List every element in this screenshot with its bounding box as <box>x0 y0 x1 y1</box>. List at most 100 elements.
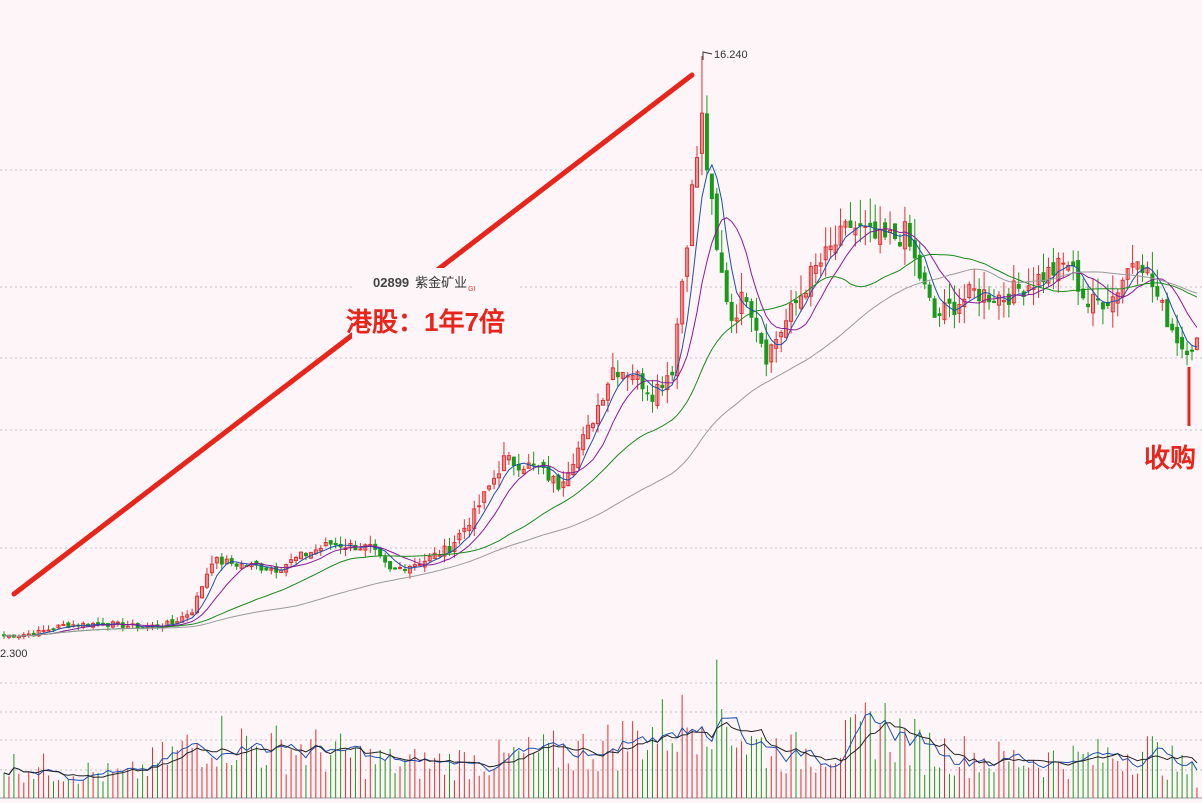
candle-body <box>883 222 888 238</box>
candle-body <box>437 554 442 557</box>
candle-body <box>264 567 269 571</box>
candle-body <box>497 473 501 479</box>
volume-ma10-line <box>3 721 1198 778</box>
candle-body <box>828 245 833 251</box>
candle-body <box>1190 349 1194 352</box>
candle-body <box>660 384 665 389</box>
candle-body <box>650 394 655 402</box>
candle-body <box>610 367 615 381</box>
candle-body <box>695 157 699 188</box>
candle-body <box>442 545 447 557</box>
candle-body <box>962 298 967 308</box>
candle-body <box>417 563 422 566</box>
candle-body <box>402 568 407 571</box>
candle-body <box>685 247 690 277</box>
candle-body <box>1046 266 1051 284</box>
ma60-line <box>3 268 1198 637</box>
candle-body <box>358 548 363 551</box>
candle-body <box>714 193 719 250</box>
candle-body <box>818 262 823 267</box>
candle-body <box>620 371 625 379</box>
candle-body <box>1115 292 1120 304</box>
candle-body <box>1091 294 1095 314</box>
candle-body <box>615 371 620 378</box>
candle-body <box>398 566 402 569</box>
candle-body <box>234 563 239 567</box>
candle-body <box>299 551 303 560</box>
candle-body <box>605 383 610 401</box>
candle-body <box>586 424 591 440</box>
candle-body <box>467 524 472 531</box>
candle-body <box>655 383 660 406</box>
candle-body <box>229 558 234 564</box>
candle-body <box>487 485 492 490</box>
candle-body <box>596 404 600 425</box>
ma10-line <box>3 217 1198 637</box>
candle-body <box>462 527 467 532</box>
candle-body <box>947 298 952 304</box>
candle-body <box>407 565 412 574</box>
candle-body <box>511 456 516 466</box>
stock-identity: 02899 紫金矿业GI <box>373 272 476 293</box>
candle-body <box>630 375 635 381</box>
candle-body <box>912 239 917 259</box>
candle-body <box>1011 280 1016 304</box>
candle-body <box>813 264 818 274</box>
candle-body <box>729 301 734 321</box>
candle-body <box>303 553 308 557</box>
candle-body <box>1081 288 1086 299</box>
candle-body <box>670 371 675 376</box>
candle-body <box>591 423 596 429</box>
candle-body <box>1105 301 1110 307</box>
candle-body <box>843 221 848 228</box>
candle-body <box>452 541 457 553</box>
acquisition-annotation: 收购 <box>1144 443 1197 473</box>
candle-body <box>917 254 922 279</box>
candle-body <box>1041 272 1046 283</box>
candle-body <box>967 284 972 299</box>
candle-body <box>209 563 214 574</box>
candle-body <box>506 455 511 461</box>
stock-label-box: 02899 紫金矿业GI 港股：1年7倍 <box>346 268 520 338</box>
candle-body <box>393 567 398 570</box>
candle-body <box>1175 326 1180 344</box>
candle-body <box>571 463 576 475</box>
candle-body <box>259 563 264 571</box>
stock-code: 02899 <box>373 275 410 290</box>
candle-body <box>932 298 937 318</box>
candle-body <box>996 294 1001 306</box>
candle-body <box>333 542 338 546</box>
candle-body <box>1125 268 1130 280</box>
candle-body <box>1155 286 1160 297</box>
candle-body <box>1036 274 1041 286</box>
candle-body <box>1185 350 1190 355</box>
candle-body <box>170 619 175 625</box>
candle-body <box>115 621 120 624</box>
high-pointer <box>702 51 713 60</box>
candle-body <box>1016 283 1021 289</box>
candle-body <box>754 317 759 331</box>
candle-body <box>175 621 180 624</box>
candle-body <box>388 561 393 570</box>
candle-body <box>744 297 749 303</box>
candle-body <box>982 289 987 303</box>
candle-body <box>1056 257 1061 282</box>
candle-body <box>972 288 977 291</box>
candle-body <box>1086 303 1091 308</box>
candle-body <box>1130 263 1135 268</box>
candle-body <box>501 455 506 472</box>
candle-body <box>724 270 729 303</box>
candle-body <box>294 556 299 561</box>
candle-body <box>868 222 873 227</box>
candle-body <box>56 624 61 629</box>
candle-body <box>734 317 739 322</box>
candle-body <box>269 568 274 571</box>
candle-body <box>992 300 996 303</box>
candle-body <box>675 323 680 376</box>
candle-body <box>1110 296 1115 313</box>
candle-body <box>561 481 566 489</box>
stock-name: 紫金矿业 <box>415 275 468 290</box>
candle-body <box>61 623 66 627</box>
